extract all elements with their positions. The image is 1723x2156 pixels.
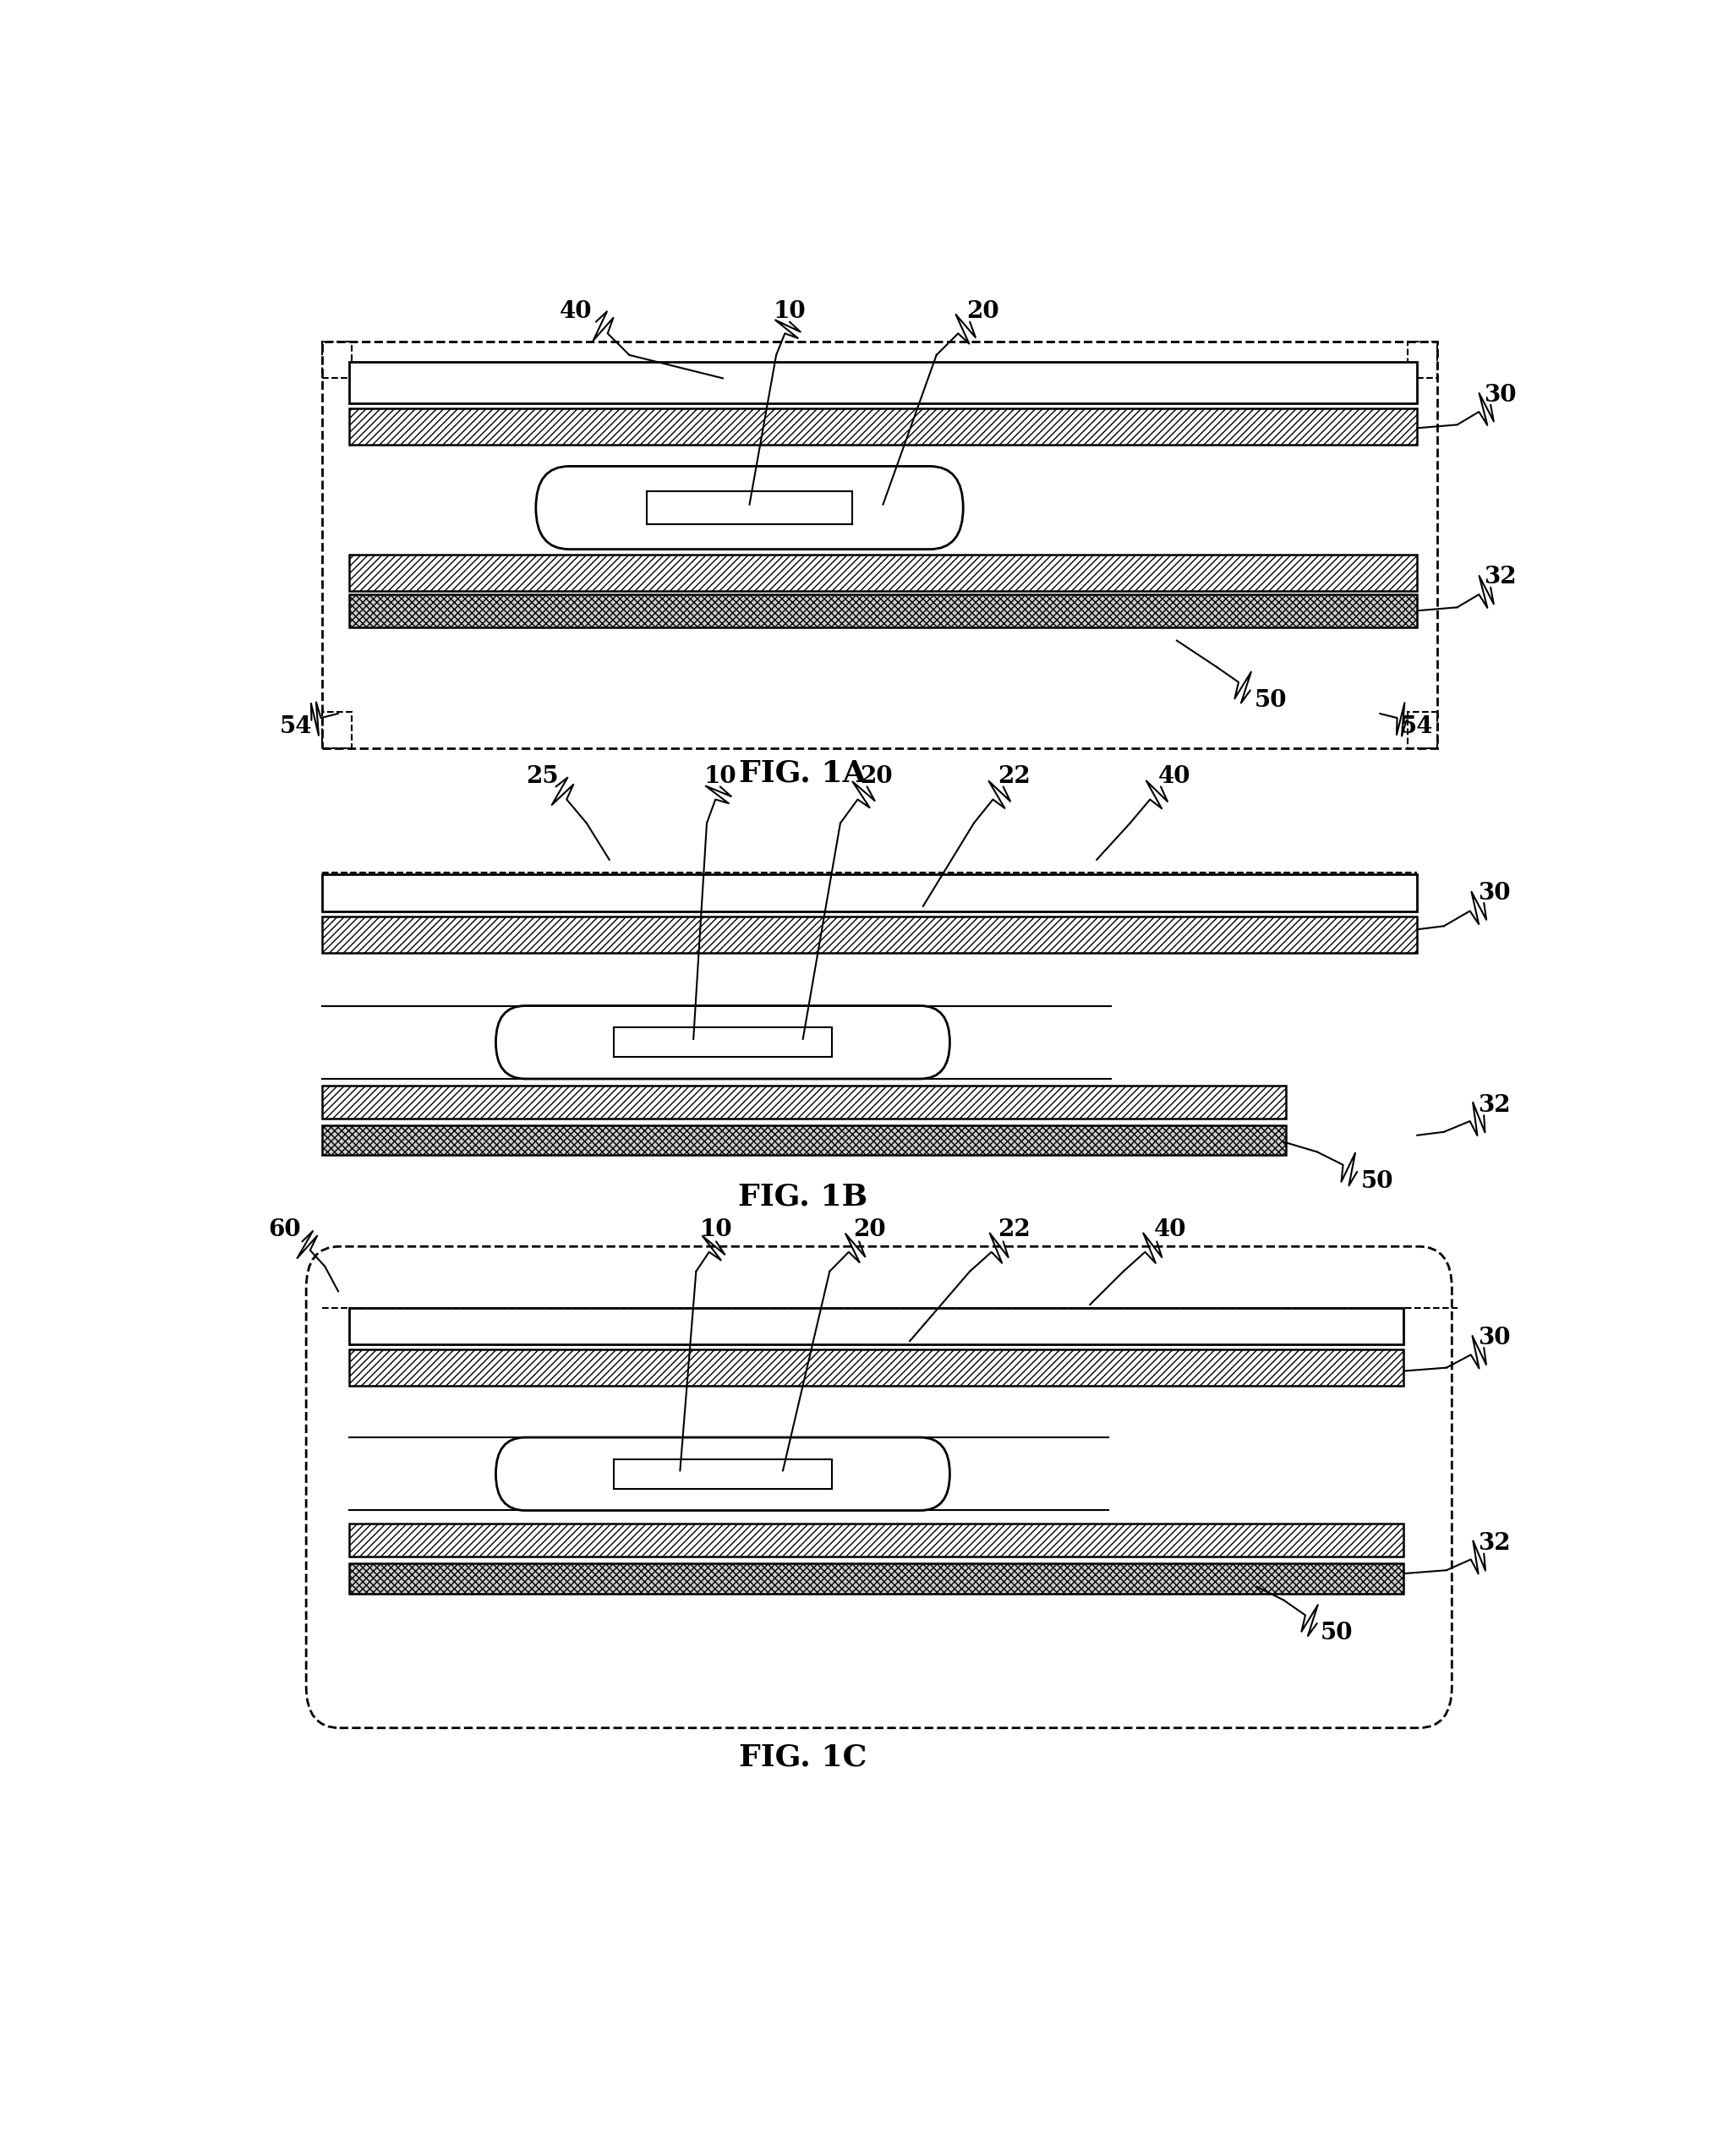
Text: 20: 20 bbox=[967, 300, 999, 323]
Text: 60: 60 bbox=[269, 1218, 302, 1242]
Bar bbox=[348, 554, 1416, 591]
Text: 30: 30 bbox=[1484, 384, 1516, 405]
Text: 10: 10 bbox=[774, 300, 806, 323]
Bar bbox=[322, 711, 351, 748]
Bar bbox=[1408, 711, 1437, 748]
Text: 20: 20 bbox=[860, 765, 893, 789]
FancyBboxPatch shape bbox=[496, 1438, 949, 1511]
Bar bbox=[348, 1563, 1404, 1593]
Bar bbox=[348, 1309, 1404, 1345]
Bar bbox=[348, 362, 1416, 403]
Text: 40: 40 bbox=[1154, 1218, 1187, 1242]
Text: 25: 25 bbox=[526, 765, 558, 789]
Text: 50: 50 bbox=[1361, 1171, 1394, 1192]
Text: 32: 32 bbox=[1484, 567, 1516, 589]
Text: 32: 32 bbox=[1478, 1533, 1511, 1554]
Text: 22: 22 bbox=[998, 765, 1030, 789]
Bar bbox=[613, 1460, 832, 1488]
FancyBboxPatch shape bbox=[496, 1005, 949, 1078]
Bar bbox=[646, 492, 853, 524]
Text: 10: 10 bbox=[703, 765, 736, 789]
FancyBboxPatch shape bbox=[536, 466, 963, 550]
Text: 50: 50 bbox=[1254, 690, 1287, 711]
Bar bbox=[322, 1084, 1285, 1119]
Text: 40: 40 bbox=[560, 300, 593, 323]
Text: 40: 40 bbox=[1158, 765, 1191, 789]
Bar bbox=[1408, 343, 1437, 377]
Text: 54: 54 bbox=[279, 716, 312, 737]
Text: 10: 10 bbox=[700, 1218, 732, 1242]
Bar bbox=[348, 595, 1416, 627]
Text: 30: 30 bbox=[1478, 882, 1511, 903]
Text: 22: 22 bbox=[998, 1218, 1030, 1242]
Bar bbox=[348, 1524, 1404, 1557]
Text: FIG. 1C: FIG. 1C bbox=[739, 1744, 867, 1772]
Bar bbox=[348, 407, 1416, 444]
Bar bbox=[348, 1350, 1404, 1386]
Text: 20: 20 bbox=[853, 1218, 886, 1242]
Bar bbox=[322, 343, 351, 377]
Text: 50: 50 bbox=[1322, 1621, 1353, 1645]
Text: 54: 54 bbox=[1401, 716, 1434, 737]
Bar bbox=[322, 1125, 1285, 1156]
Text: 30: 30 bbox=[1478, 1326, 1511, 1350]
Bar bbox=[322, 875, 1416, 912]
Text: FIG. 1A: FIG. 1A bbox=[739, 759, 867, 787]
Bar bbox=[322, 916, 1416, 953]
Bar bbox=[613, 1028, 832, 1056]
Text: 32: 32 bbox=[1478, 1093, 1511, 1117]
Text: FIG. 1B: FIG. 1B bbox=[737, 1181, 868, 1212]
Bar bbox=[322, 343, 1437, 748]
